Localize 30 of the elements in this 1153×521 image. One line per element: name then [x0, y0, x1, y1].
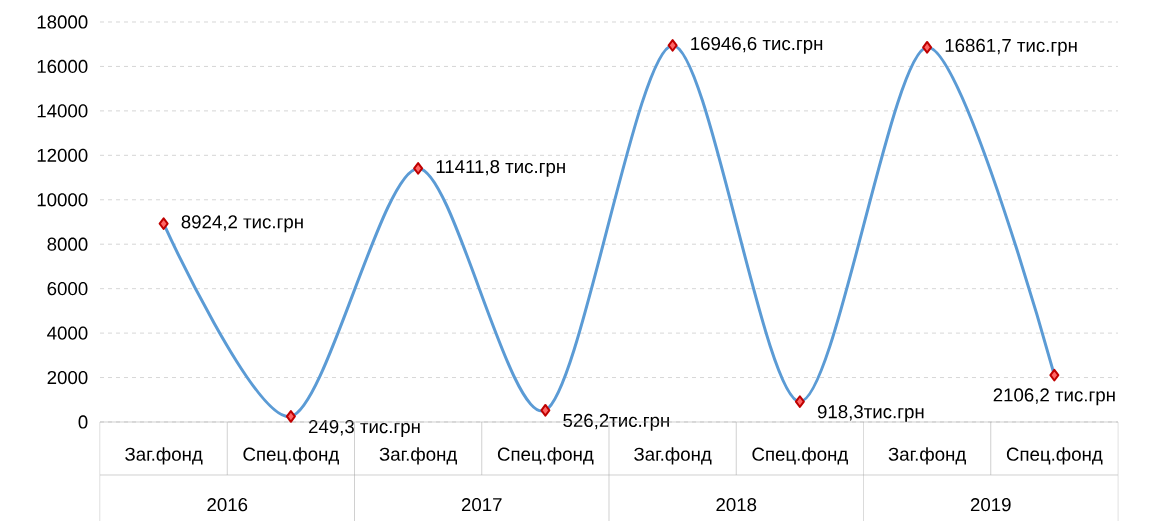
x-tick-label: Заг.фонд [888, 447, 966, 465]
y-tick-label: 16000 [37, 59, 88, 74]
data-label: 526,2тис.грн [563, 413, 669, 431]
x-tick-label: Спец.фонд [243, 447, 339, 465]
text: 2018 [716, 498, 757, 512]
x-tick-label: Заг.фонд [379, 447, 457, 465]
text: 2016 [207, 498, 248, 512]
data-label: 249,3 тис.грн [308, 419, 420, 437]
text: 2019 [970, 498, 1011, 512]
x-tick-label: Спец.фонд [752, 447, 848, 465]
y-tick-label: 14000 [37, 104, 88, 118]
y-tick-label: 4000 [47, 326, 88, 340]
y-tick-label: 10000 [37, 193, 88, 207]
y-tick-label: 0 [78, 415, 88, 429]
data-label: 918,3тис.грн [817, 405, 924, 423]
data-label: 2106,2 тис.грн [993, 388, 1115, 406]
data-label: 16861,7 тис.грн [945, 38, 1077, 56]
y-tick-label: 2000 [47, 370, 88, 385]
data-label: 11411,8 тис.грн [436, 159, 565, 177]
y-tick-label: 6000 [47, 282, 88, 296]
y-tick-label: 8000 [47, 237, 88, 251]
x-tick-label: Заг.фонд [634, 447, 712, 465]
y-tick-label: 18000 [37, 15, 88, 29]
y-tick-label: 12000 [37, 148, 88, 162]
x-tick-label: Спец.фонд [1006, 447, 1103, 465]
text: 2017 [461, 498, 502, 512]
x-tick-label: Спец.фонд [497, 447, 594, 465]
x-tick-label: Заг.фонд [125, 447, 203, 465]
data-label: 16946,6 тис.грн [691, 36, 823, 54]
data-label: 8924,2 тис.грн [181, 215, 303, 233]
